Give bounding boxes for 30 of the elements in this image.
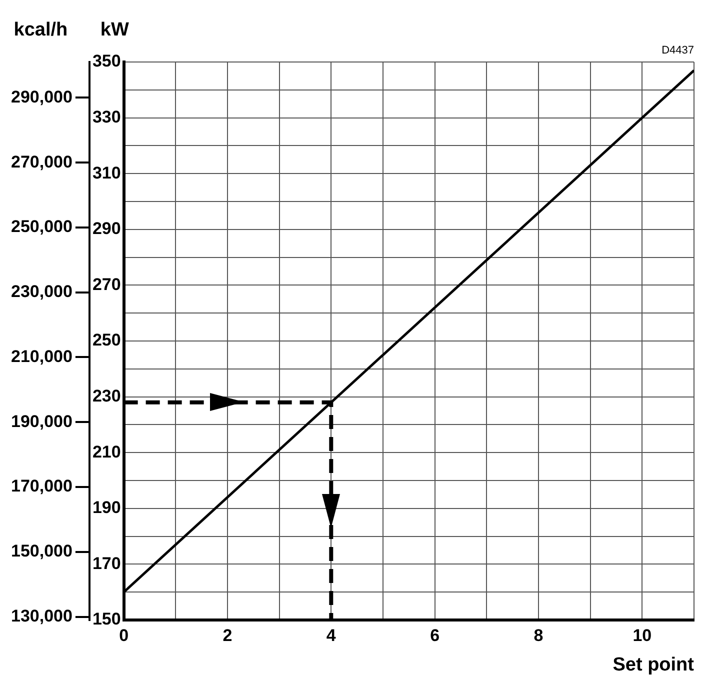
y2-axis-title: kcal/h: [14, 20, 68, 41]
text: D4437: [662, 44, 694, 57]
y2-tick-label: 230,000: [11, 282, 72, 302]
y-tick-label: 210: [92, 442, 121, 462]
y-tick-label: 350: [92, 52, 121, 71]
y2-tick-label: 130,000: [11, 606, 72, 626]
y-tick-label: 150: [92, 610, 121, 629]
y2-tick-label: 170,000: [11, 476, 72, 496]
y-tick-label: 170: [92, 554, 121, 573]
y2-tick-label: 210,000: [11, 346, 72, 366]
y-tick-label: 270: [92, 274, 121, 294]
y-tick-label: 310: [92, 163, 121, 182]
y2-tick-label: 250,000: [11, 217, 72, 236]
x-tick-label: 2: [222, 626, 232, 646]
x-axis-title: Set point: [612, 654, 695, 676]
x-tick-label: 4: [326, 626, 336, 646]
y2-tick-label: 270,000: [11, 152, 72, 172]
y-tick-label: 330: [92, 107, 121, 126]
y-tick-label: 290: [92, 219, 121, 238]
x-tick-label: 10: [632, 626, 652, 646]
y-tick-label: 190: [92, 498, 121, 518]
x-tick-label: 6: [430, 626, 440, 646]
y2-tick-label: 190,000: [11, 412, 72, 431]
x-tick-label: 0: [119, 626, 129, 646]
y2-tick-label: 150,000: [11, 542, 72, 561]
y2-tick-label: 290,000: [11, 87, 72, 106]
x-tick-label: 8: [534, 626, 544, 646]
y-tick-label: 250: [92, 330, 121, 350]
y-tick-label: 230: [92, 386, 121, 406]
y-axis-title: kW: [100, 20, 129, 41]
